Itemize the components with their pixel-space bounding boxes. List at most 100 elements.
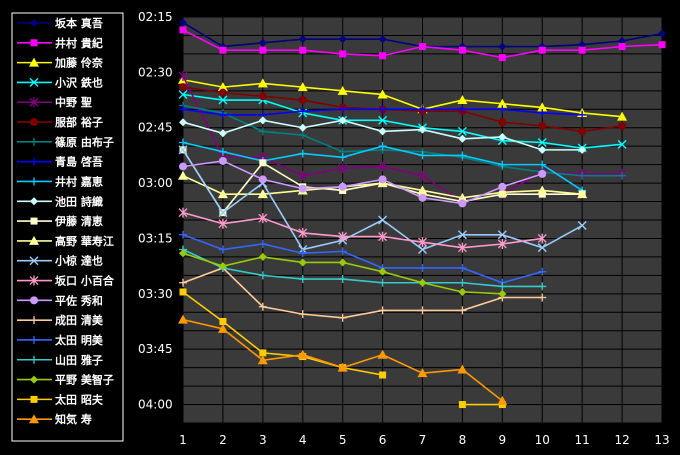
series-10 xyxy=(179,116,587,154)
data-point xyxy=(258,116,267,125)
legend-marker xyxy=(30,395,38,403)
legend-marker xyxy=(30,177,38,186)
data-point xyxy=(257,189,268,199)
legend-label: 小椋 達也 xyxy=(54,254,103,268)
data-point xyxy=(257,78,268,88)
legend-entry: 成田 清美 xyxy=(17,313,104,327)
data-point xyxy=(458,401,466,409)
legend-label: 服部 裕子 xyxy=(55,115,103,129)
legend-label: 篠原 由布子 xyxy=(55,135,114,149)
data-point xyxy=(418,263,427,272)
data-point xyxy=(178,207,188,218)
data-point xyxy=(378,142,387,151)
data-point xyxy=(179,138,187,147)
legend-label: 井村 貴紀 xyxy=(55,36,103,50)
data-point xyxy=(458,199,467,208)
legend-label: 坂口 小百合 xyxy=(55,274,115,288)
data-point xyxy=(578,40,587,49)
data-point xyxy=(218,218,228,229)
legend-marker xyxy=(30,157,38,166)
x-tick-label: 4 xyxy=(299,433,307,447)
data-point xyxy=(418,306,427,315)
data-point xyxy=(498,282,507,291)
x-tick-label: 8 xyxy=(459,433,467,447)
data-point xyxy=(298,275,307,284)
data-point xyxy=(418,245,427,255)
data-point xyxy=(537,233,547,244)
data-point xyxy=(617,139,627,149)
data-point xyxy=(178,145,188,155)
legend-label: 中野 聖 xyxy=(55,95,92,109)
data-point xyxy=(298,35,307,44)
data-point xyxy=(498,289,507,298)
data-point xyxy=(458,134,467,143)
data-point xyxy=(218,129,227,138)
data-point xyxy=(259,159,267,167)
data-point xyxy=(338,247,347,256)
data-point xyxy=(258,239,267,248)
data-point xyxy=(658,41,666,49)
data-point xyxy=(537,102,548,112)
data-point xyxy=(378,161,388,172)
x-tick-label: 2 xyxy=(219,433,227,447)
legend-label: 井村 嘉恵 xyxy=(55,174,103,188)
data-point xyxy=(498,42,507,51)
data-point xyxy=(257,355,268,365)
data-point xyxy=(419,43,426,51)
y-tick-label: 02:15 xyxy=(138,10,173,24)
data-point xyxy=(297,349,308,359)
data-point xyxy=(618,121,627,130)
legend-marker xyxy=(30,39,38,47)
data-point xyxy=(537,185,548,195)
legend-label: 平佐 秀和 xyxy=(55,293,103,307)
data-point xyxy=(457,364,468,374)
data-point xyxy=(577,221,587,231)
data-point xyxy=(537,137,547,147)
y-tick-label: 03:30 xyxy=(138,287,173,301)
legend-entry: 小沢 鉄也 xyxy=(17,75,103,89)
series-9 xyxy=(179,138,587,195)
data-point xyxy=(538,160,547,169)
data-point xyxy=(498,132,507,141)
legend-entry: 山田 雅子 xyxy=(17,353,103,367)
data-point xyxy=(457,230,467,240)
data-point xyxy=(578,127,587,136)
data-point xyxy=(497,230,507,240)
data-point xyxy=(378,35,387,44)
legend-entry: 青島 啓吾 xyxy=(17,155,103,169)
data-point xyxy=(458,278,467,287)
x-tick-label: 10 xyxy=(535,433,550,447)
legend-marker xyxy=(30,355,38,364)
data-point xyxy=(418,193,427,202)
data-point xyxy=(618,36,627,45)
data-point xyxy=(498,182,507,191)
data-point xyxy=(298,310,307,319)
data-point xyxy=(179,26,187,34)
legend-entry: 平佐 秀和 xyxy=(17,293,103,307)
legend-entry: 小椋 達也 xyxy=(17,254,103,268)
legend-entry: 平野 美智子 xyxy=(17,373,114,387)
y-tick-label: 03:00 xyxy=(138,176,173,190)
legend-marker xyxy=(30,197,38,206)
data-point xyxy=(577,189,588,199)
y-tick-label: 02:30 xyxy=(138,65,173,79)
data-point xyxy=(378,115,388,125)
data-point xyxy=(179,249,187,258)
data-point xyxy=(578,171,587,180)
data-point xyxy=(298,258,307,267)
data-point xyxy=(218,95,228,105)
data-point xyxy=(497,238,507,249)
series-line xyxy=(182,93,623,149)
data-point xyxy=(418,278,427,287)
legend-entry: 太田 昭夫 xyxy=(17,392,104,406)
data-point xyxy=(338,35,347,44)
legend-entry: 篠原 由布子 xyxy=(17,135,114,149)
legend-entry: 中野 聖 xyxy=(17,95,92,109)
data-point xyxy=(298,170,308,181)
data-point xyxy=(178,314,188,324)
x-tick-label: 7 xyxy=(419,433,427,447)
series-14 xyxy=(178,207,547,253)
data-point xyxy=(578,145,587,154)
